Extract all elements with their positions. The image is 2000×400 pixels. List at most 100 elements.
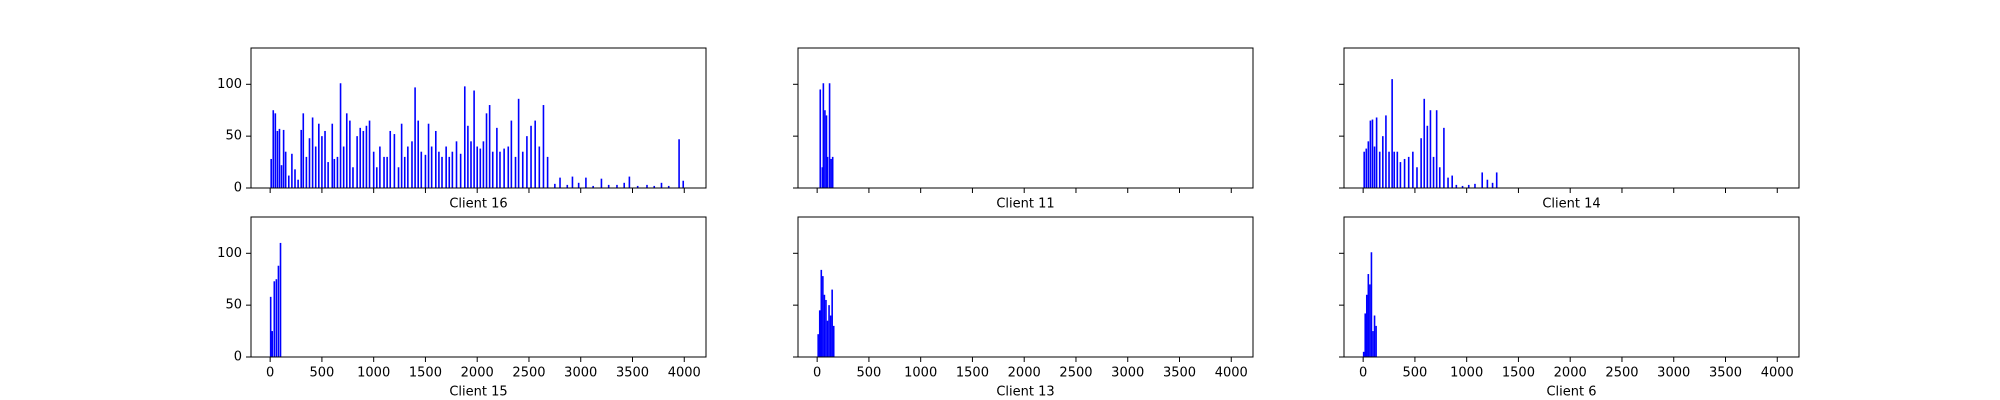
bar [1373, 315, 1376, 357]
bar [1474, 183, 1476, 188]
bar [308, 138, 311, 188]
bar [1416, 167, 1418, 188]
axes-frame [797, 47, 1254, 189]
bar [600, 178, 603, 188]
x-tick-label: 3000 [564, 366, 597, 381]
bar [825, 299, 827, 357]
bar [277, 265, 280, 357]
bar [333, 158, 336, 188]
bar [482, 141, 485, 188]
bar [414, 87, 416, 188]
bar [822, 276, 824, 357]
bar [342, 146, 345, 188]
bar [331, 123, 334, 188]
bar [459, 153, 462, 188]
bar [276, 130, 279, 188]
bar [1371, 119, 1374, 188]
bar [1461, 185, 1464, 188]
x-axis-label: Client 14 [1542, 197, 1600, 212]
bar [1365, 294, 1368, 357]
bar [1382, 136, 1384, 188]
bar [496, 127, 498, 188]
bar [345, 113, 348, 188]
bar [829, 315, 832, 357]
bar [430, 146, 433, 188]
x-tick-label: 1000 [1450, 366, 1483, 381]
bar [1486, 179, 1489, 188]
bar [349, 120, 351, 188]
bar [365, 125, 368, 188]
y-tick-label: 50 [225, 129, 242, 144]
x-tick-label: 500 [1403, 366, 1428, 381]
bar [660, 182, 663, 188]
axes-frame [250, 47, 707, 189]
bar [445, 146, 447, 188]
axes-frame [797, 216, 1254, 358]
x-tick-label: 2000 [461, 366, 494, 381]
bar [530, 125, 532, 188]
bar [397, 167, 400, 188]
bar [499, 151, 501, 188]
bar [403, 156, 406, 188]
bar [400, 123, 403, 188]
x-tick-label: 4000 [668, 366, 701, 381]
bar [571, 176, 574, 188]
x-tick-label: 1000 [357, 366, 390, 381]
x-tick-label: 1000 [904, 366, 937, 381]
y-tick-label: 0 [234, 350, 242, 365]
bar [424, 154, 427, 188]
bar [546, 156, 549, 188]
bar [356, 136, 358, 188]
bar [287, 175, 290, 188]
bar [479, 148, 482, 188]
bar [826, 156, 829, 188]
bar [271, 331, 274, 357]
bar [291, 153, 293, 188]
x-tick-label: 3500 [1163, 366, 1196, 381]
bar [538, 146, 541, 188]
bar [1399, 162, 1402, 188]
bar [1365, 148, 1368, 188]
bar [1423, 98, 1426, 188]
bar [455, 141, 458, 188]
bar [623, 182, 626, 188]
bar [383, 156, 385, 188]
bar [1481, 172, 1484, 188]
bar [407, 146, 409, 188]
bar [507, 146, 510, 188]
bar [420, 151, 423, 188]
bar [1451, 175, 1453, 188]
bar [1412, 151, 1414, 188]
axes-frame [250, 216, 707, 358]
bar [314, 146, 317, 188]
bar [372, 151, 375, 188]
bar [510, 120, 513, 188]
bar [820, 269, 823, 357]
bar [628, 176, 631, 188]
x-tick-label: 3000 [1111, 366, 1144, 381]
bar [585, 177, 587, 188]
bar [1363, 151, 1365, 188]
bar [1455, 184, 1458, 188]
x-axis-label: Client 11 [996, 197, 1054, 212]
bar [616, 184, 618, 188]
bar [817, 334, 819, 357]
bar [294, 169, 296, 188]
x-axis-label: Client 13 [996, 385, 1054, 400]
bar [819, 89, 822, 188]
bar [336, 156, 339, 188]
bar [521, 151, 524, 188]
bar [1367, 274, 1370, 357]
bar [488, 105, 491, 188]
bar [824, 110, 826, 188]
bar [1369, 120, 1372, 188]
bar [825, 115, 828, 188]
bar [305, 156, 308, 188]
bar [1438, 167, 1441, 188]
bar [438, 151, 440, 188]
bar [1432, 156, 1435, 188]
x-tick-label: 2500 [1605, 366, 1638, 381]
bar [554, 183, 556, 188]
bar [1407, 156, 1410, 188]
bar [1443, 127, 1445, 188]
